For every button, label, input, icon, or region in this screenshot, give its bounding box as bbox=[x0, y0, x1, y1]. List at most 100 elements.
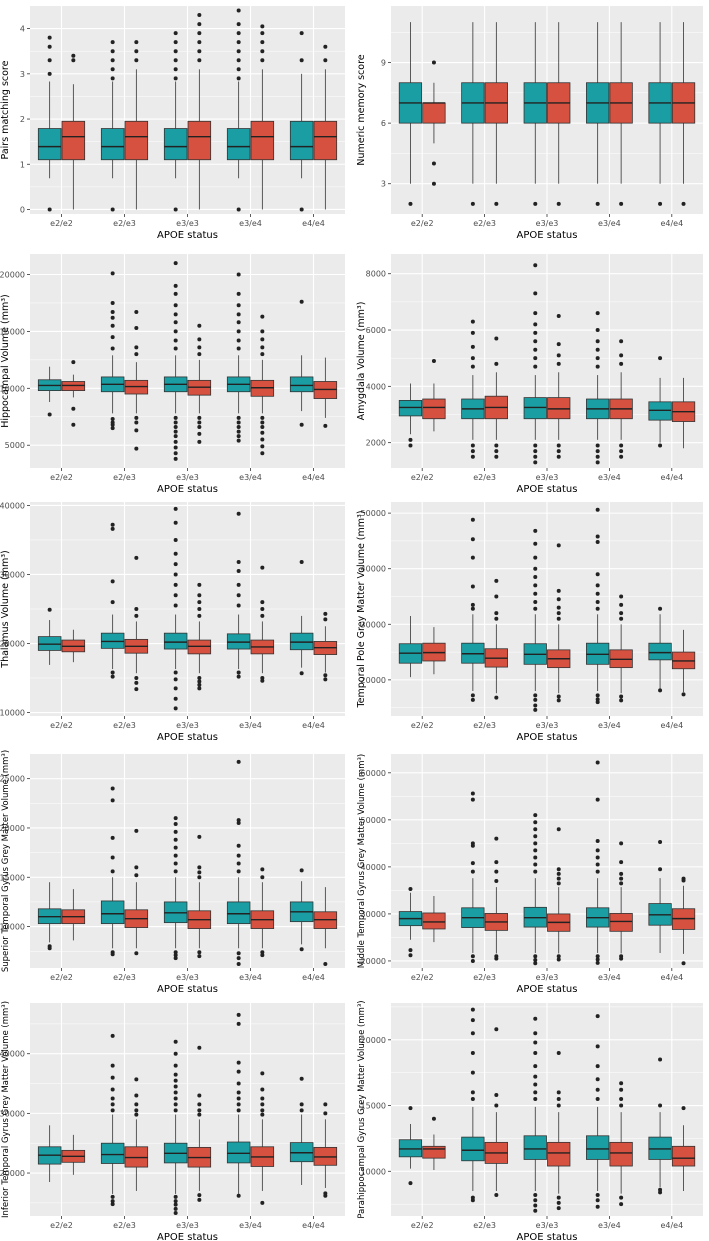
outlier-point bbox=[619, 353, 624, 358]
outlier-point bbox=[533, 855, 538, 860]
outlier-point bbox=[494, 956, 499, 961]
outlier-point bbox=[236, 76, 241, 81]
outlier-point bbox=[533, 566, 538, 571]
outlier-point bbox=[173, 283, 178, 288]
outlier-point bbox=[134, 1102, 139, 1107]
outlier-point bbox=[431, 1116, 436, 1121]
outlier-point bbox=[47, 44, 52, 49]
outlier-point bbox=[556, 1206, 561, 1211]
outlier-point bbox=[260, 950, 265, 955]
outlier-point bbox=[110, 798, 115, 803]
outlier-point bbox=[533, 443, 538, 448]
outlier-point bbox=[595, 839, 600, 844]
outlier-point bbox=[556, 313, 561, 318]
box-red-e4-e4 bbox=[671, 22, 696, 206]
outlier-point bbox=[110, 76, 115, 81]
outlier-point bbox=[110, 786, 115, 791]
outlier-point bbox=[197, 1112, 202, 1117]
outlier-point bbox=[47, 35, 52, 40]
box-teal-e2-e2 bbox=[37, 1125, 62, 1182]
outlier-point bbox=[595, 507, 600, 512]
outlier-point bbox=[236, 338, 241, 343]
box-teal-e3-e4 bbox=[226, 1012, 251, 1198]
outlier-point bbox=[173, 950, 178, 955]
outlier-point bbox=[134, 1077, 139, 1082]
outlier-point bbox=[556, 867, 561, 872]
outlier-point bbox=[533, 606, 538, 611]
outlier-point bbox=[260, 430, 265, 435]
outlier-point bbox=[236, 40, 241, 45]
x-tick-label: e4/e4 bbox=[660, 721, 683, 730]
outlier-point bbox=[260, 420, 265, 425]
outlier-point bbox=[260, 953, 265, 958]
outlier-point bbox=[110, 1075, 115, 1080]
outlier-point bbox=[173, 1202, 178, 1207]
outlier-point bbox=[533, 541, 538, 546]
outlier-point bbox=[236, 1021, 241, 1026]
outlier-point bbox=[173, 582, 178, 587]
box-body bbox=[422, 102, 446, 124]
outlier-point bbox=[533, 1208, 538, 1213]
box-red-e2-e3 bbox=[484, 836, 508, 961]
outlier-point bbox=[431, 359, 436, 363]
outlier-point bbox=[619, 956, 624, 961]
x-tick-label: e3/e3 bbox=[536, 973, 559, 982]
box-body bbox=[547, 397, 571, 420]
x-tick-label: e3/e3 bbox=[176, 473, 199, 482]
outlier-point bbox=[173, 537, 178, 542]
box-red-e3-e4 bbox=[609, 594, 633, 703]
outlier-point bbox=[236, 67, 241, 72]
y-tick-label: 10000 bbox=[0, 923, 25, 932]
outlier-point bbox=[619, 881, 624, 886]
outlier-point bbox=[470, 364, 475, 369]
outlier-point bbox=[236, 1193, 241, 1198]
outlier-point bbox=[595, 443, 600, 448]
outlier-point bbox=[533, 322, 538, 327]
box-teal-e3-e3 bbox=[523, 813, 547, 966]
outlier-point bbox=[299, 31, 304, 36]
outlier-point bbox=[595, 960, 600, 965]
outlier-point bbox=[408, 1181, 413, 1186]
outlier-point bbox=[595, 760, 600, 765]
box-body bbox=[226, 1141, 251, 1164]
outlier-point bbox=[470, 1031, 475, 1036]
outlier-point bbox=[236, 415, 241, 420]
box-red-e4-e4 bbox=[313, 611, 338, 682]
outlier-point bbox=[173, 1102, 178, 1107]
y-axis-label: Temporal Pole Grey Matter Volume (mm³) bbox=[356, 510, 367, 708]
x-tick-label: e2/e3 bbox=[473, 219, 496, 228]
outlier-point bbox=[173, 603, 178, 608]
outlier-point bbox=[494, 578, 499, 583]
outlier-point bbox=[236, 670, 241, 675]
y-axis-label: Middle Temporal Gyrus Grey Matter Volume… bbox=[357, 754, 367, 968]
outlier-point bbox=[470, 606, 475, 611]
y-tick-label: 9 bbox=[381, 59, 386, 68]
outlier-point bbox=[197, 49, 202, 54]
outlier-point bbox=[494, 361, 499, 366]
outlier-point bbox=[260, 451, 265, 456]
outlier-point bbox=[595, 364, 600, 369]
outlier-point bbox=[658, 606, 663, 611]
outlier-point bbox=[197, 1102, 202, 1107]
outlier-point bbox=[533, 555, 538, 560]
box-body bbox=[37, 128, 62, 161]
box-teal-e3-e3 bbox=[163, 261, 188, 461]
outlier-point bbox=[134, 828, 139, 833]
outlier-point bbox=[197, 13, 202, 18]
outlier-point bbox=[595, 534, 600, 539]
outlier-point bbox=[236, 853, 241, 858]
outlier-point bbox=[556, 588, 561, 593]
x-axis-label: APOE status bbox=[517, 732, 578, 743]
outlier-point bbox=[173, 953, 178, 958]
box-red-e2-e2 bbox=[422, 627, 446, 675]
outlier-point bbox=[533, 364, 538, 369]
outlier-point bbox=[173, 445, 178, 450]
outlier-point bbox=[533, 827, 538, 832]
outlier-point bbox=[134, 613, 139, 618]
outlier-point bbox=[197, 679, 202, 684]
outlier-point bbox=[236, 843, 241, 848]
outlier-point bbox=[470, 869, 475, 874]
y-tick-label: 15000 bbox=[0, 327, 25, 336]
box-body bbox=[100, 1142, 125, 1164]
y-tick-label: 40000 bbox=[361, 863, 386, 872]
